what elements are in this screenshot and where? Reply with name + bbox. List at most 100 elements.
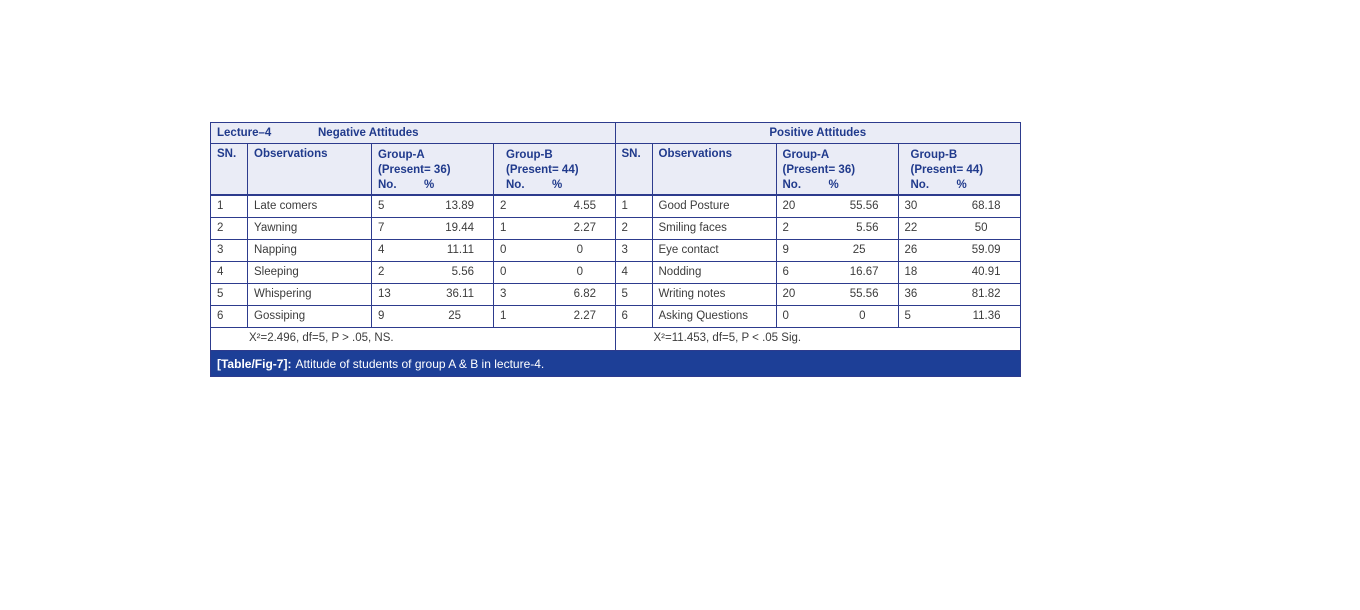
group-b-header: Group-B (Present= 44) No. % (494, 144, 615, 194)
table-row: 5 Whispering 13 36.11 3 6.82 (211, 284, 615, 306)
group-b-cell: 18 40.91 (899, 262, 1021, 283)
group-a-cell-no: 13 (378, 288, 391, 300)
positive-title-row: Positive Attitudes (615, 123, 1020, 144)
group-a-cell: 4 11.11 (372, 240, 494, 261)
group-a-cell-pct: 19.44 (445, 222, 474, 234)
group-a-cell-no: 6 (782, 266, 789, 278)
sn-header: SN. (616, 144, 653, 194)
table-row: 3 Napping 4 11.11 0 0 (211, 240, 615, 262)
group-b-cell: 30 68.18 (899, 196, 1021, 217)
group-b-cell-pct: 2.27 (573, 222, 596, 234)
group-a-cell: 20 55.56 (777, 284, 899, 305)
group-b-cell-pct: 40.91 (971, 266, 1001, 278)
group-a-cell-pct: 25 (448, 310, 461, 322)
observation-cell: Sleeping (248, 262, 372, 283)
negative-attitudes-half: Lecture–4 Negative Attitudes SN. Observa… (211, 123, 616, 350)
group-b-cell-pct: 0 (576, 244, 583, 256)
table-row: 2 Smiling faces 2 5.56 22 50 (615, 218, 1020, 240)
observation-cell: Eye contact (653, 240, 777, 261)
no-header: No. (910, 179, 930, 191)
observation-cell: Asking Questions (653, 306, 777, 327)
percent-header: % (424, 179, 435, 191)
group-b-cell-no: 30 (904, 200, 918, 212)
sn-cell: 5 (616, 284, 653, 305)
sn-header: SN. (211, 144, 248, 194)
caption-label: [Table/Fig-7]: (217, 356, 292, 371)
table-row: 4 Nodding 6 16.67 18 40.91 (615, 262, 1021, 284)
observation-cell: Writing notes (653, 284, 777, 305)
positive-attitudes-half: Positive Attitudes SN. Observations Grou… (615, 123, 1021, 350)
group-b-subheaders: No. % (500, 178, 615, 193)
table-row: 6 Gossiping 9 25 1 2.27 (211, 306, 615, 328)
group-a-cell-pct: 25 (852, 244, 866, 256)
group-b-cell-no: 2 (500, 200, 507, 212)
group-b-cell-pct: 68.18 (971, 200, 1001, 212)
group-b-present: (Present= 44) (506, 164, 579, 176)
group-a-cell-pct: 5.56 (451, 266, 474, 278)
sn-cell: 3 (616, 240, 653, 261)
positive-header-row: SN. Observations Group-A (Present= 36) N… (615, 144, 1021, 196)
observations-header: Observations (653, 144, 777, 194)
group-b-cell-pct: 11.36 (972, 310, 1001, 322)
caption-text: Attitude of students of group A & B in l… (295, 356, 545, 371)
group-b-cell-pct: 6.82 (573, 288, 596, 300)
observation-cell: Napping (248, 240, 372, 261)
group-a-cell: 6 16.67 (777, 262, 899, 283)
group-a-cell-pct: 13.89 (445, 200, 474, 212)
group-b-cell: 2 4.55 (494, 196, 615, 217)
group-a-cell-pct: 0 (859, 310, 866, 322)
group-b-subheaders: No. % (905, 178, 1021, 193)
group-a-header: Group-A (Present= 36) No. % (777, 144, 899, 194)
negative-chi-square-footer: X²=2.496, df=5, P > .05, NS. (211, 328, 615, 350)
group-a-cell: 2 5.56 (777, 218, 899, 239)
group-a-cell: 9 25 (372, 306, 494, 327)
group-a-cell-pct: 5.56 (856, 222, 879, 234)
group-a-cell-no: 0 (782, 310, 789, 322)
group-a-cell: 2 5.56 (372, 262, 494, 283)
group-b-cell-no: 0 (500, 266, 507, 278)
observation-cell: Yawning (248, 218, 372, 239)
group-a-cell-no: 7 (378, 222, 385, 234)
sn-cell: 3 (211, 240, 248, 261)
no-header: No. (506, 179, 525, 191)
positive-rows: 1 Good Posture 20 55.56 30 68.18 2 Smiling face… (615, 196, 1021, 328)
group-a-cell-pct: 55.56 (849, 288, 879, 300)
group-b-cell: 5 11.36 (899, 306, 1021, 327)
figure-caption: [Table/Fig-7]: Attitude of students of g… (210, 351, 1021, 377)
observation-cell: Late comers (248, 196, 372, 217)
group-a-cell-no: 2 (378, 266, 385, 278)
group-b-cell-pct: 2.27 (573, 310, 596, 322)
group-a-cell: 7 19.44 (372, 218, 494, 239)
sn-cell: 4 (211, 262, 248, 283)
table-row: 1 Late comers 5 13.89 2 4.55 (211, 196, 615, 218)
table-row: 2 Yawning 7 19.44 1 2.27 (211, 218, 615, 240)
group-b-cell: 3 6.82 (494, 284, 615, 305)
group-a-subheaders: No. % (378, 178, 493, 193)
sn-cell: 1 (616, 196, 653, 217)
group-b-header: Group-B (Present= 44) No. % (899, 144, 1021, 194)
observation-cell: Gossiping (248, 306, 372, 327)
attitudes-table: Lecture–4 Negative Attitudes SN. Observa… (210, 122, 1021, 351)
observation-cell: Smiling faces (653, 218, 777, 239)
group-b-cell: 1 2.27 (494, 306, 615, 327)
group-a-present: (Present= 36) (782, 164, 856, 176)
group-b-cell: 26 59.09 (899, 240, 1021, 261)
group-a-cell-no: 2 (782, 222, 789, 234)
group-b-cell-pct: 50 (974, 222, 988, 234)
observation-cell: Good Posture (653, 196, 777, 217)
table-row: 6 Asking Questions 0 0 5 11.36 (615, 306, 1021, 328)
sn-cell: 2 (211, 218, 248, 239)
group-b-cell-no: 1 (500, 222, 507, 234)
table-row: 3 Eye contact 9 25 26 59.09 (615, 240, 1021, 262)
percent-header: % (956, 179, 967, 191)
observation-cell: Nodding (653, 262, 777, 283)
group-a-cell-no: 20 (782, 200, 796, 212)
negative-header-row: SN. Observations Group-A (Present= 36) N… (211, 144, 615, 196)
group-a-cell-pct: 16.67 (849, 266, 879, 278)
group-a-cell: 13 36.11 (372, 284, 494, 305)
table-row: 1 Good Posture 20 55.56 30 68.18 (615, 196, 1021, 218)
table-row: 5 Writing notes 20 55.56 36 81.82 (615, 284, 1020, 306)
group-b-cell-no: 36 (904, 288, 918, 300)
sn-cell: 1 (211, 196, 248, 217)
